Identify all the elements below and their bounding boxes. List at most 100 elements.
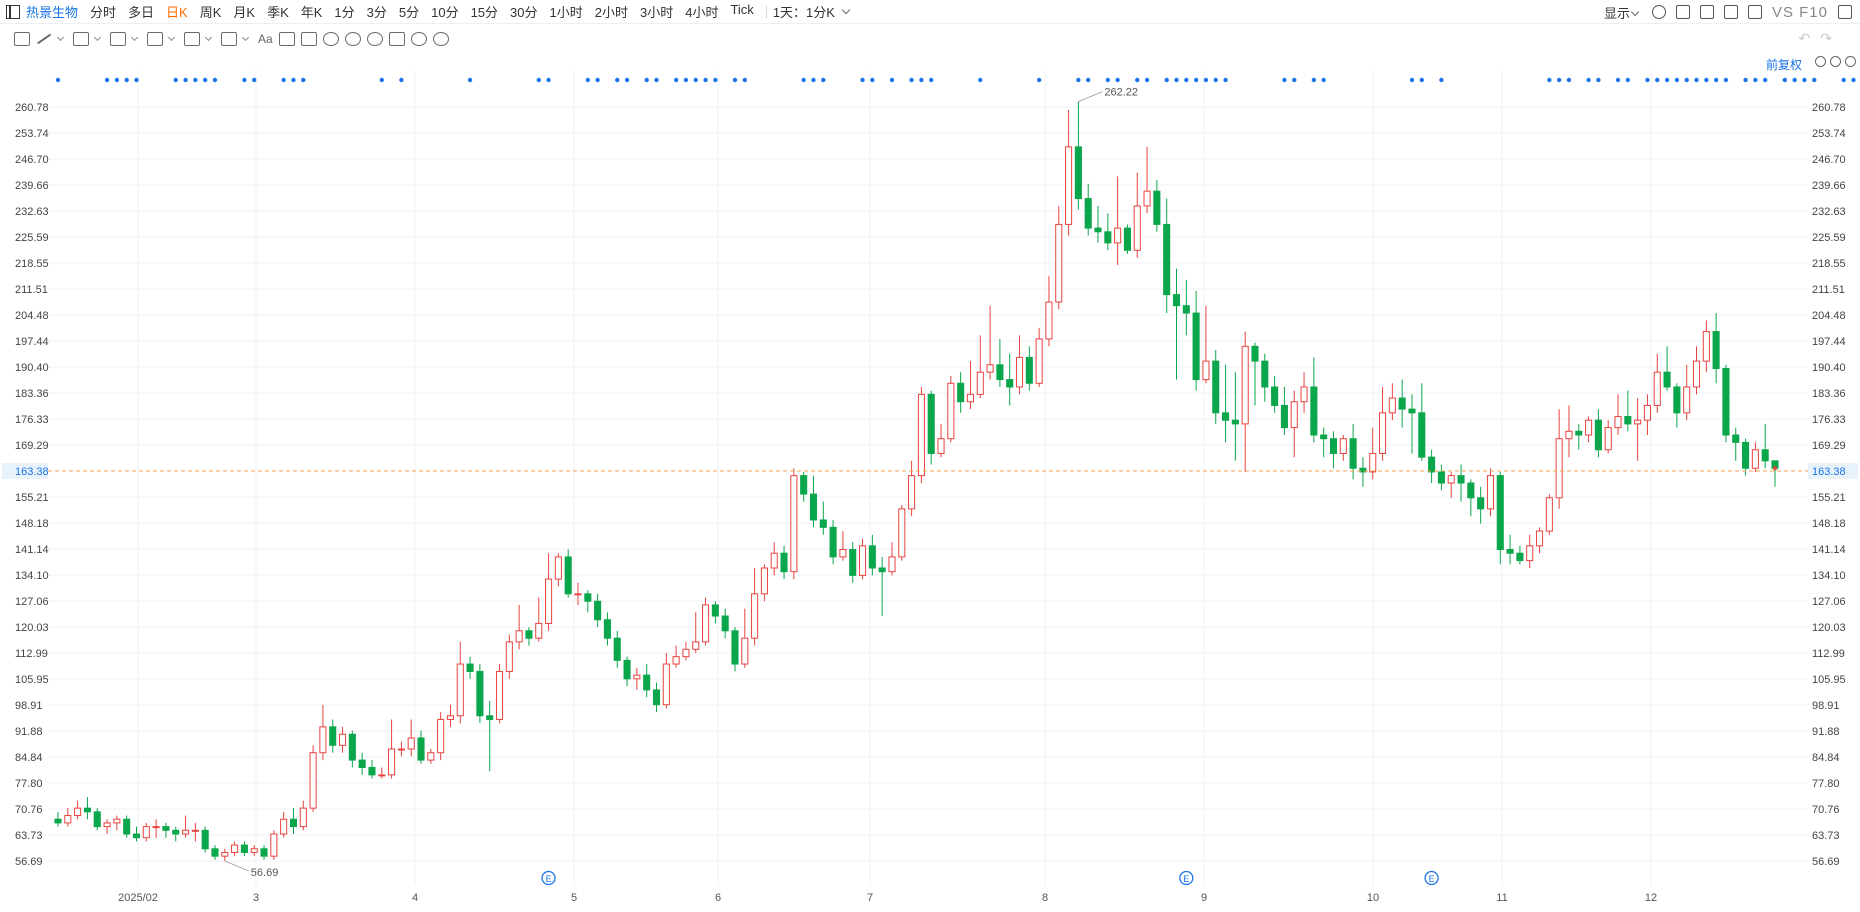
signal-dot: [1144, 77, 1150, 83]
zoom-in-icon[interactable]: [1845, 56, 1856, 67]
candle-body: [1212, 360, 1220, 414]
signal-dot: [929, 77, 934, 83]
period-tab[interactable]: 多日: [128, 5, 155, 20]
signal-dot: [742, 77, 747, 83]
candle-body: [1712, 331, 1720, 369]
candle: [1771, 460, 1779, 487]
panel-toggle-icon[interactable]: [1838, 5, 1852, 19]
candle: [1251, 342, 1259, 406]
period-tab[interactable]: 5分: [398, 5, 420, 20]
signal-dot: [301, 77, 306, 83]
y-axis-label-left: 239.66: [15, 180, 49, 192]
candle: [348, 730, 356, 768]
candle-body: [682, 648, 690, 658]
undo-icon[interactable]: ↶: [1798, 30, 1821, 46]
period-tab[interactable]: 10分: [431, 5, 459, 20]
reset-icon[interactable]: [1815, 56, 1826, 67]
candle: [741, 608, 749, 668]
comment-icon[interactable]: [278, 32, 295, 46]
lock-icon[interactable]: [344, 32, 361, 46]
candle-body: [515, 630, 523, 643]
angle-icon[interactable]: [300, 32, 317, 46]
candle: [427, 749, 435, 764]
zoom-out-icon[interactable]: [1830, 56, 1841, 67]
period-tab[interactable]: 2小时: [594, 5, 628, 20]
period-tab[interactable]: 1小时: [549, 5, 583, 20]
layout-icon[interactable]: [1675, 5, 1690, 19]
compare-button[interactable]: VS F10: [1772, 4, 1828, 21]
candle-body: [731, 630, 739, 665]
tool-settings-icon[interactable]: [432, 32, 449, 46]
eye-icon[interactable]: [366, 32, 383, 46]
period-tab[interactable]: 3分: [366, 5, 387, 20]
link-icon[interactable]: [410, 32, 427, 46]
display-button[interactable]: 显示: [1604, 3, 1642, 22]
period-tab[interactable]: 月K: [233, 5, 256, 20]
text-tool[interactable]: Aa: [258, 32, 273, 46]
frequency-select[interactable]: 1天：1分K: [772, 5, 835, 20]
period-tab[interactable]: 季K: [267, 5, 289, 20]
period-tab[interactable]: 30分: [510, 5, 538, 20]
period-tab[interactable]: 日K: [166, 5, 188, 20]
redo-icon[interactable]: ↷: [1820, 30, 1842, 46]
arrow-icon[interactable]: [221, 32, 237, 46]
period-tab[interactable]: Tick: [730, 2, 754, 17]
candle-body: [652, 689, 661, 706]
candle: [1300, 372, 1308, 413]
y-axis-label-left: 127.06: [15, 596, 49, 608]
candle: [142, 822, 150, 842]
signal-dot: [55, 77, 61, 83]
x-axis-label: 4: [412, 892, 418, 904]
measure-icon[interactable]: [184, 32, 200, 46]
channel-icon[interactable]: [73, 32, 89, 46]
candle: [574, 582, 582, 605]
candle-body: [338, 733, 347, 746]
magnet-icon[interactable]: [322, 32, 339, 46]
zoom-controls: [1815, 56, 1856, 67]
period-tab[interactable]: 15分: [470, 5, 499, 20]
candle: [1604, 420, 1612, 454]
settings-icon[interactable]: [1651, 5, 1666, 19]
period-tab[interactable]: 周K: [199, 5, 222, 20]
trash-icon[interactable]: [388, 32, 405, 46]
price-adjust-button[interactable]: 前复权: [1765, 58, 1802, 72]
candle-body: [976, 371, 984, 395]
period-tab[interactable]: 3小时: [639, 5, 674, 20]
y-axis-label-right: 176.33: [1812, 414, 1846, 426]
pen-icon[interactable]: [1723, 5, 1738, 19]
signal-dot: [114, 77, 120, 83]
candle-body: [721, 615, 729, 632]
candle-body: [1163, 223, 1171, 296]
period-tab[interactable]: 分时: [90, 5, 117, 20]
candle-body: [662, 663, 670, 706]
y-axis-label-left: 56.69: [15, 856, 43, 868]
candle: [191, 822, 199, 842]
camera-icon[interactable]: [1699, 5, 1714, 19]
signal-dot: [1596, 77, 1601, 83]
move-icon[interactable]: [14, 32, 30, 46]
fullscreen-icon[interactable]: [1747, 5, 1762, 19]
sidebar-toggle-icon[interactable]: [6, 4, 20, 19]
y-axis-label-left: 260.78: [15, 102, 49, 114]
y-axis-label-left: 218.55: [15, 258, 49, 270]
candle: [280, 811, 288, 838]
candle: [1182, 279, 1190, 336]
candle-body: [839, 549, 847, 558]
candle-body: [1379, 412, 1387, 454]
signal-dot: [1164, 77, 1169, 83]
earnings-marker-label: E: [1183, 874, 1189, 884]
fib-icon[interactable]: [147, 32, 163, 46]
signal-dot: [1556, 77, 1562, 83]
candle: [790, 468, 798, 580]
candle-body: [1702, 331, 1710, 362]
candle: [1535, 527, 1544, 554]
period-tab[interactable]: 4小时: [685, 5, 719, 20]
candle: [1722, 364, 1730, 443]
period-tab[interactable]: 1分: [334, 5, 355, 20]
candle: [554, 553, 562, 587]
period-tab[interactable]: 年K: [300, 5, 323, 20]
signal-dot: [1625, 77, 1631, 83]
stock-name[interactable]: 热景生物: [26, 5, 79, 20]
wave-icon[interactable]: [110, 32, 126, 46]
